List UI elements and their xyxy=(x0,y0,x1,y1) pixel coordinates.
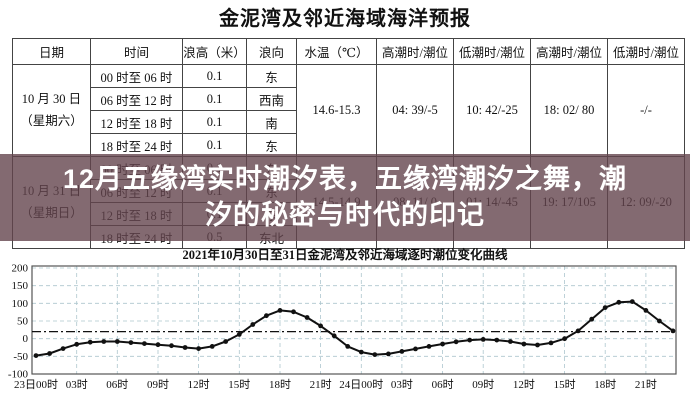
headline-line-2: 汐的秘密与时代的印记 xyxy=(205,199,485,230)
cell-time: 00 时至 06 时 xyxy=(90,64,183,88)
cell-wave-height: 0.1 xyxy=(182,110,247,134)
cell-wave-direction: 南 xyxy=(246,110,297,134)
date-text: 10 月 30 日 xyxy=(21,92,82,107)
cell-wave-height: 0.1 xyxy=(182,64,247,88)
svg-text:12时: 12时 xyxy=(188,378,210,391)
cell-time: 12 时至 18 时 xyxy=(90,110,183,134)
svg-text:100: 100 xyxy=(12,298,29,310)
col-header-high-tide-1: 高潮时/潮位 xyxy=(376,38,454,65)
svg-text:21时: 21时 xyxy=(635,378,657,391)
svg-text:-100: -100 xyxy=(8,369,29,381)
svg-text:09时: 09时 xyxy=(472,378,494,391)
cell-water-temp: 14.6-15.3 xyxy=(296,64,377,157)
headline-line-1: 12月五缘湾实时潮汐表，五缘湾潮汐之舞，潮 xyxy=(62,163,628,194)
weekday-text: （星期六） xyxy=(20,113,83,128)
svg-text:09时: 09时 xyxy=(147,378,169,391)
cell-wave-direction: 东 xyxy=(246,64,297,88)
table-row: 10 月 30 日 （星期六） 00 时至 06 时 0.1 东 14.6-15… xyxy=(12,64,685,157)
svg-text:200: 200 xyxy=(12,263,29,275)
chart-title: 2021年10月30日至31日金泥湾及邻近海域逐时潮位变化曲线 xyxy=(182,248,508,262)
table-row: 18 时至 24 时 0.1 东 xyxy=(13,133,685,157)
svg-text:23日00时: 23日00时 xyxy=(14,378,58,391)
headline-overlay: 12月五缘湾实时潮汐表，五缘湾潮汐之舞，潮 汐的秘密与时代的印记 xyxy=(0,154,690,241)
col-header-wave-height: 浪高（米） xyxy=(182,38,247,65)
col-header-high-tide-2: 高潮时/潮位 xyxy=(530,38,608,65)
svg-text:-50: -50 xyxy=(13,351,28,363)
svg-text:50: 50 xyxy=(17,316,29,328)
svg-text:03时: 03时 xyxy=(66,378,88,391)
page-title: 金泥湾及邻近海域海洋预报 xyxy=(219,8,471,30)
table-row: 06 时至 12 时 0.1 西南 xyxy=(13,87,685,111)
cell-high-tide-2: 18: 02/ 80 xyxy=(530,64,608,157)
svg-text:21时: 21时 xyxy=(310,378,332,391)
table-header-row: 日期 时间 浪高（米） 浪向 水温（℃） 高潮时/潮位 低潮时/潮位 高潮时/潮… xyxy=(12,38,685,65)
cell-high-tide-1: 04: 39/-5 xyxy=(376,64,454,157)
cell-low-tide-1: 10: 42/-25 xyxy=(453,64,531,157)
svg-text:03时: 03时 xyxy=(391,378,413,391)
cell-low-tide-2: -/- xyxy=(607,64,685,157)
cell-wave-height: 0.1 xyxy=(182,87,247,111)
col-header-wave-direction: 浪向 xyxy=(246,38,297,65)
col-header-time: 时间 xyxy=(90,38,183,65)
svg-text:06时: 06时 xyxy=(432,378,454,391)
col-header-low-tide-2: 低潮时/潮位 xyxy=(607,38,685,65)
svg-text:15时: 15时 xyxy=(554,378,576,391)
col-header-low-tide-1: 低潮时/潮位 xyxy=(453,38,531,65)
svg-text:06时: 06时 xyxy=(106,378,128,391)
cell-time: 06 时至 12 时 xyxy=(90,87,183,111)
table-row: 12 时至 18 时 0.1 南 xyxy=(13,110,685,134)
svg-text:15时: 15时 xyxy=(228,378,250,391)
svg-text:12时: 12时 xyxy=(513,378,535,391)
svg-text:0: 0 xyxy=(23,333,29,345)
col-header-date: 日期 xyxy=(12,38,91,65)
cell-wave-direction: 西南 xyxy=(246,87,297,111)
cell-wave-direction: 东 xyxy=(246,133,297,157)
col-header-water-temp: 水温（℃） xyxy=(296,38,377,65)
svg-text:18时: 18时 xyxy=(269,378,291,391)
cell-wave-height: 0.1 xyxy=(182,133,247,157)
cell-date-group1: 10 月 30 日 （星期六） xyxy=(12,64,91,157)
svg-text:24日00时: 24日00时 xyxy=(339,378,383,391)
svg-text:18时: 18时 xyxy=(594,378,616,391)
svg-text:150: 150 xyxy=(12,280,29,292)
